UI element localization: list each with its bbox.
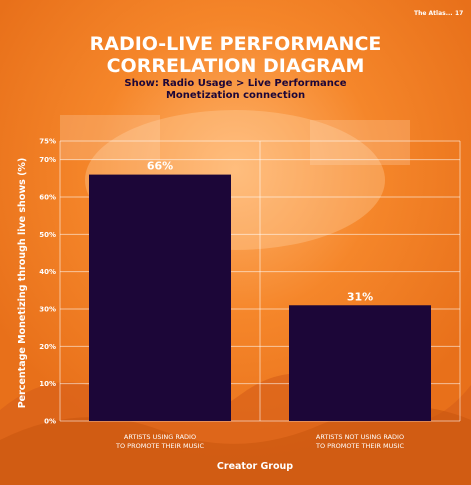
- chart-title-line: CORRELATION DIAGRAM: [106, 55, 365, 77]
- publication-title: The Atlas...: [414, 10, 453, 17]
- x-tick-label: ARTISTS USING RADIO: [124, 433, 196, 441]
- chart-subtitle: Show: Radio Usage > Live Performance Mon…: [124, 78, 347, 101]
- y-tick-label: 60%: [39, 194, 56, 202]
- data-label: 66%: [147, 160, 173, 173]
- y-tick-label: 70%: [39, 156, 56, 164]
- page-number: 17: [455, 10, 464, 17]
- y-tick-label: 75%: [39, 138, 56, 146]
- y-tick-label: 40%: [39, 268, 56, 276]
- x-tick-label: ARTISTS NOT USING RADIO: [316, 433, 404, 441]
- chart-title: RADIO-LIVE PERFORMANCE CORRELATION DIAGR…: [0, 33, 471, 77]
- bar: [289, 305, 431, 421]
- x-tick-label: TO PROMOTE THEIR MUSIC: [315, 442, 404, 450]
- x-axis-title: Creator Group: [217, 461, 293, 472]
- y-tick-label: 30%: [39, 306, 56, 314]
- y-tick-label: 50%: [39, 231, 56, 239]
- data-label: 31%: [347, 290, 373, 303]
- y-tick-label: 20%: [39, 343, 56, 351]
- y-tick-label: 10%: [39, 380, 56, 388]
- x-tick-label: TO PROMOTE THEIR MUSIC: [115, 442, 204, 450]
- y-tick-label: 0%: [44, 418, 56, 426]
- bar: [89, 174, 231, 421]
- y-axis-title: Percentage Monetizing through live shows…: [17, 158, 28, 409]
- chart-title-line: RADIO-LIVE PERFORMANCE: [89, 33, 382, 55]
